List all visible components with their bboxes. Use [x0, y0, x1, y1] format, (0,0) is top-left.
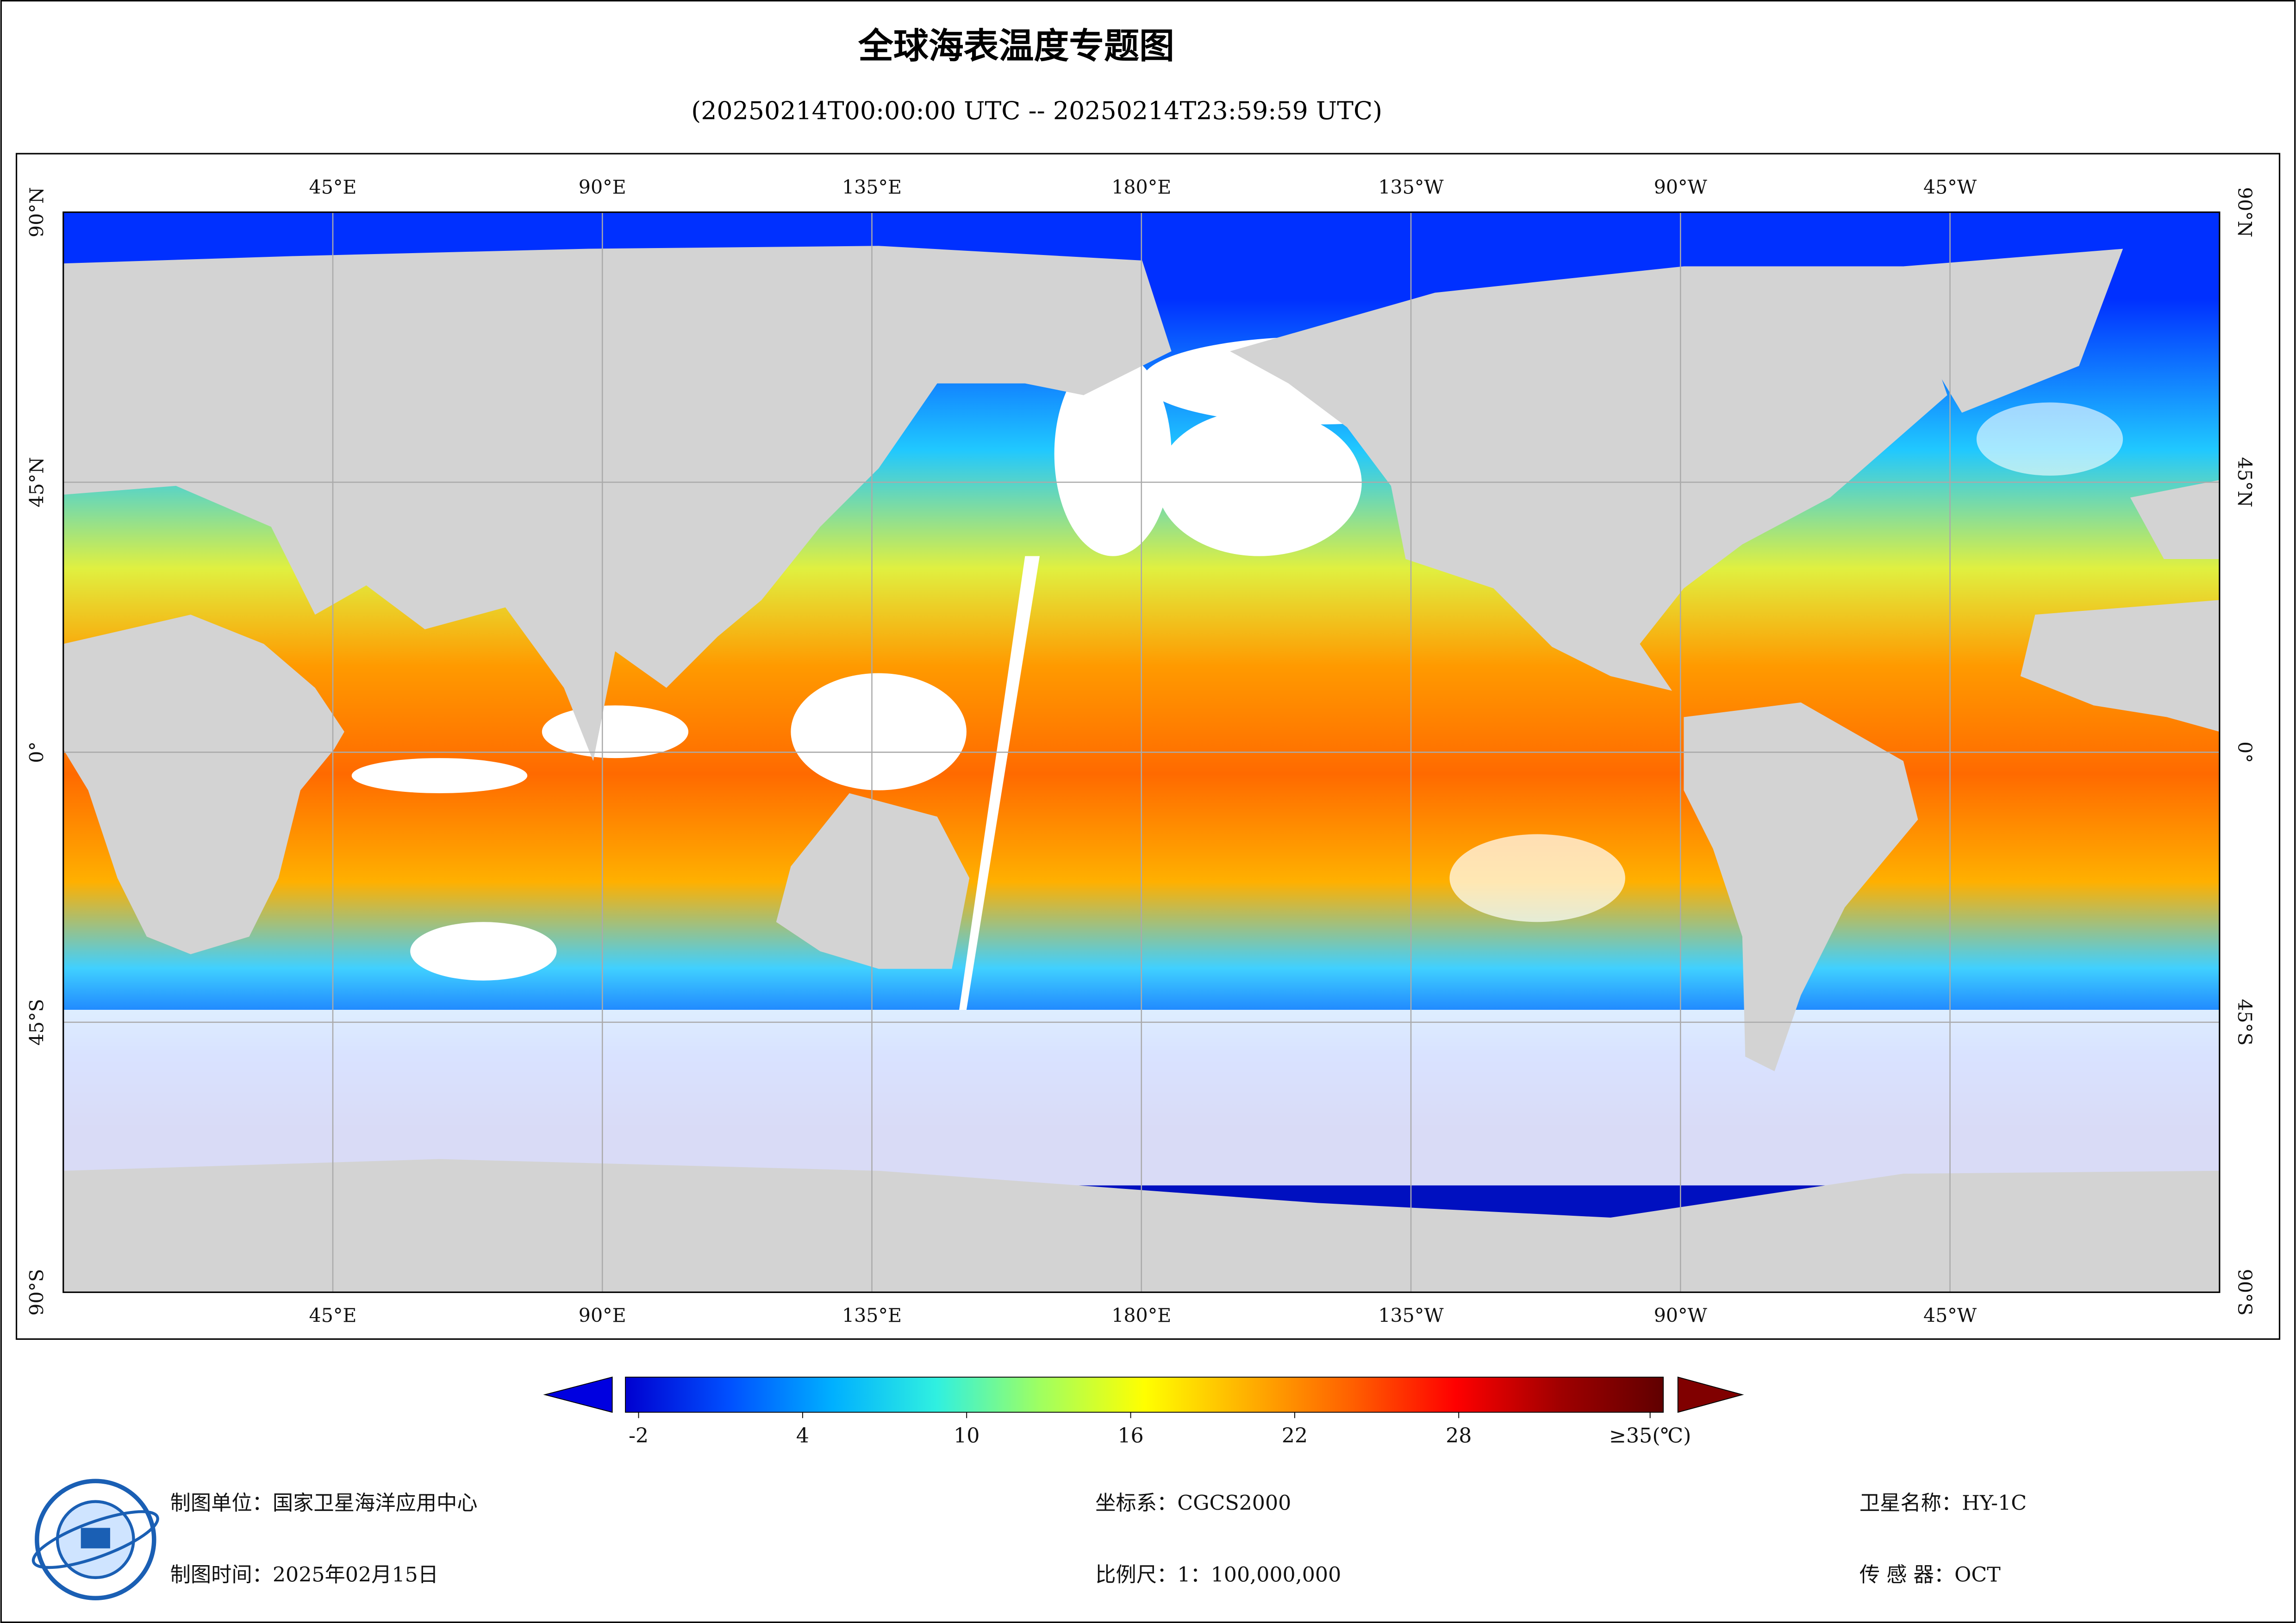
lon-label-bottom: 135°W — [1378, 1305, 1444, 1327]
colorbar-tick-label: 28 — [1446, 1424, 1472, 1448]
lat-label-left: 0° — [25, 741, 48, 763]
lon-label-top: 135°W — [1378, 176, 1444, 198]
lon-label-bottom: 180°E — [1111, 1305, 1171, 1327]
colorbar-tick-label: -2 — [629, 1424, 649, 1448]
subtitle: (20250214T00:00:00 UTC -- 20250214T23:59… — [691, 96, 1382, 125]
lon-label-top: 90°W — [1654, 176, 1708, 198]
map — [62, 211, 2221, 1293]
map-scale: 比例尺：1：100,000,000 — [1095, 1563, 1341, 1586]
colorbar-ramp — [625, 1376, 1664, 1413]
satellite-name: 卫星名称：HY-1C — [1859, 1491, 2027, 1515]
coordinate-labels: 45°E 45°E 90°E 90°E 135°E 135°E 180°E 180°E 135°… — [25, 176, 2255, 1326]
lon-label-top: 135°E — [842, 176, 902, 198]
colorbar-over-arrow — [1677, 1376, 1744, 1413]
lon-label-top: 90°E — [579, 176, 626, 198]
lon-label-top: 180°E — [1111, 176, 1171, 198]
logo — [31, 1479, 159, 1600]
title: 全球海表温度专题图 — [858, 25, 1174, 66]
mapping-time: 制图时间：2025年02月15日 — [170, 1563, 438, 1586]
colorbar-tick-label: 16 — [1117, 1424, 1143, 1448]
map-frame — [15, 153, 2281, 1340]
lon-label-bottom: 90°E — [579, 1305, 626, 1327]
coordinate-system: 坐标系：CGCS2000 — [1095, 1491, 1291, 1515]
lat-label-left: 90°S — [25, 1269, 48, 1316]
lat-label-right: 45°N — [2234, 457, 2256, 508]
lon-label-bottom: 45°E — [309, 1305, 357, 1327]
lat-label-left: 90°N — [25, 187, 48, 237]
lon-label-top: 45°E — [309, 176, 357, 198]
map-border — [62, 211, 2221, 1293]
graticule — [63, 212, 2220, 1293]
lat-label-right: 0° — [2234, 741, 2256, 763]
colorbar-under-arrow — [543, 1376, 613, 1413]
colorbar: -2 4 10 16 22 28 ≥35(℃) — [543, 1376, 1744, 1448]
colorbar-tick-label: 10 — [954, 1424, 980, 1448]
colorbar-tick-label: 4 — [796, 1424, 809, 1448]
colorbar-tick-label: ≥35(℃) — [1609, 1424, 1691, 1448]
lat-label-left: 45°S — [25, 999, 48, 1045]
lon-label-top: 45°W — [1923, 176, 1977, 198]
lon-label-bottom: 90°W — [1654, 1305, 1708, 1327]
lat-label-right: 90°N — [2234, 187, 2256, 237]
lat-label-right: 45°S — [2234, 999, 2256, 1045]
colorbar-tick-label: 22 — [1282, 1424, 1308, 1448]
lon-label-bottom: 45°W — [1923, 1305, 1977, 1327]
mapping-unit: 制图单位：国家卫星海洋应用中心 — [170, 1491, 478, 1515]
lat-label-left: 45°N — [25, 457, 48, 508]
sensor-name: 传 感 器：OCT — [1859, 1563, 2001, 1586]
lon-label-bottom: 135°E — [842, 1305, 902, 1327]
lat-label-right: 90°S — [2234, 1269, 2256, 1316]
